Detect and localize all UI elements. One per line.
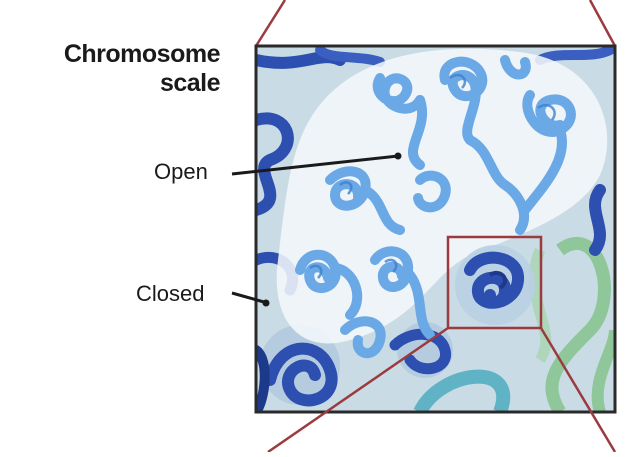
closed-fiber — [315, 46, 385, 67]
open-fiber-detail — [537, 103, 556, 121]
open-label: Open — [154, 159, 208, 184]
closed-fiber — [535, 46, 615, 65]
open-fiber — [522, 90, 576, 137]
green-fiber-1 — [545, 236, 611, 412]
closed-fiber — [256, 345, 270, 412]
open-fiber — [465, 135, 529, 235]
open-fiber — [413, 170, 451, 213]
chromosome-scale-panel — [256, 46, 615, 412]
zoom-line-bottom-right — [539, 327, 617, 453]
open-chromatin — [295, 55, 576, 359]
diagram-title: Chromosome scale — [63, 40, 221, 98]
open-fiber-detail — [309, 264, 323, 279]
zoom-line-top-left — [254, 0, 287, 47]
panel-border — [254, 44, 617, 414]
open-fiber — [439, 56, 488, 145]
closed-fiber — [264, 342, 338, 407]
open-fiber-detail — [339, 181, 353, 195]
open-fiber — [520, 125, 567, 215]
open-fiber — [360, 185, 405, 235]
open-fiber-detail — [449, 73, 467, 89]
open-fiber-detail — [384, 258, 398, 273]
open-chromatin-highlights — [309, 73, 556, 279]
closed-leader-dot — [262, 299, 270, 307]
open-fiber — [370, 246, 413, 292]
zoom-box — [446, 235, 543, 330]
open-leader-dot — [394, 152, 402, 160]
open-fiber — [372, 73, 425, 114]
open-leader-line — [231, 154, 399, 176]
closed-leader-line — [231, 291, 265, 304]
open-fiber — [500, 55, 531, 80]
closed-fiber — [589, 184, 606, 256]
zoom-line-top-right — [588, 0, 617, 47]
closed-label: Closed — [136, 281, 205, 306]
zoom-target-knot-detail — [488, 270, 507, 290]
zoom-line-bottom-left — [267, 326, 449, 454]
open-fiber — [295, 249, 341, 293]
open-fiber — [325, 166, 371, 211]
closed-fiber — [389, 328, 451, 375]
open-fiber — [405, 270, 435, 340]
open-fiber — [408, 95, 427, 170]
teal-fiber — [413, 369, 510, 412]
title-line-2: scale — [159, 69, 221, 97]
open-fiber — [330, 263, 363, 320]
zoom-target-knot — [464, 251, 524, 309]
title-line-1: Chromosome — [63, 40, 221, 68]
open-fiber — [340, 316, 386, 359]
closed-fiber — [256, 112, 294, 216]
